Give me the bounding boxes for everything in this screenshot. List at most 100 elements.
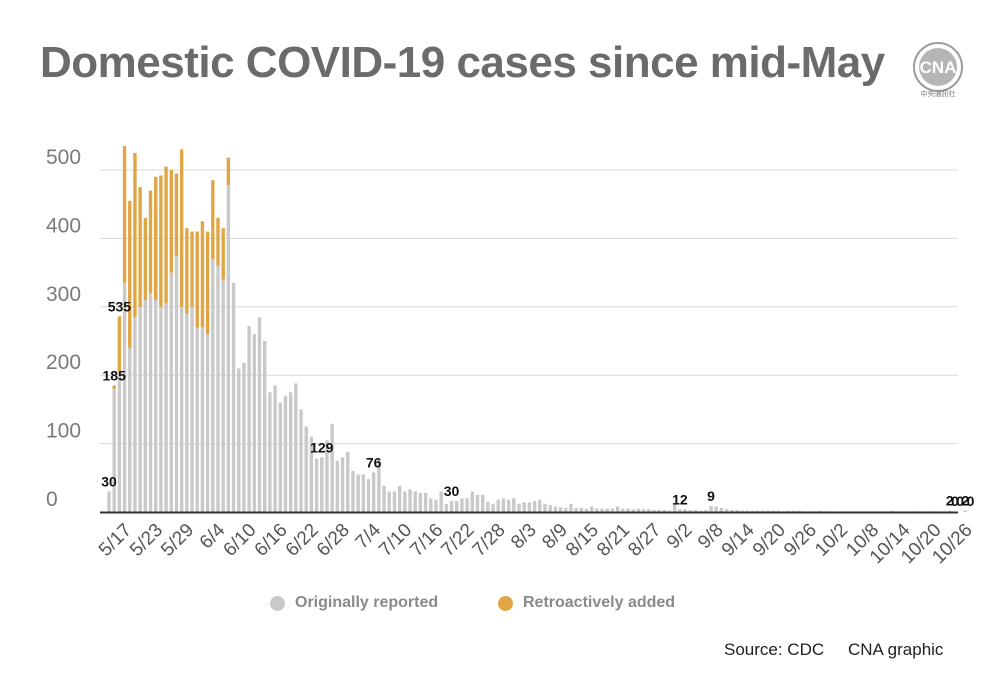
data-label: 129 — [310, 439, 334, 455]
bar-original — [221, 279, 225, 512]
bar-original — [569, 503, 573, 512]
bar-original — [231, 282, 236, 512]
bar-original — [252, 334, 257, 512]
y-tick-label: 500 — [46, 146, 81, 169]
bar-retro — [200, 221, 205, 328]
bar-original — [491, 503, 495, 512]
bar-original — [538, 499, 542, 512]
x-tick-label: 5/23 — [126, 520, 167, 561]
bar-original — [299, 409, 303, 512]
data-label: 30 — [444, 483, 460, 499]
bar-retro — [195, 231, 199, 328]
bar-original — [470, 491, 474, 512]
bar-original — [133, 317, 137, 512]
gridlines — [100, 169, 958, 445]
y-tick-label: 400 — [46, 214, 81, 237]
bar-original — [776, 510, 781, 512]
bar-original — [309, 436, 314, 512]
bar-original — [211, 258, 215, 512]
bar-original — [890, 510, 895, 512]
x-tick-label: 8/3 — [507, 520, 541, 554]
bar-original — [543, 503, 547, 512]
y-axis-ticks: 0 100 200 300 400 500 — [46, 146, 81, 511]
data-label: 0 — [967, 493, 975, 509]
x-tick-label: 6/28 — [313, 520, 354, 561]
bar-original — [486, 501, 490, 512]
bar-original — [263, 341, 267, 512]
bar-original — [169, 272, 173, 512]
bar-original — [439, 491, 443, 512]
bar-original — [148, 293, 153, 512]
bar-retro — [190, 231, 194, 307]
logo-text: CNA — [920, 58, 957, 77]
bar-original — [631, 509, 635, 512]
bar-retro — [205, 231, 210, 335]
bar-original — [242, 362, 246, 512]
bar-original — [662, 509, 667, 512]
x-tick-label: 6/16 — [251, 520, 292, 561]
bar-original — [553, 506, 558, 512]
bar-original — [724, 509, 729, 512]
bar-original — [818, 510, 822, 512]
data-label: 12 — [672, 491, 688, 507]
bar-retro — [122, 146, 127, 283]
bar-original — [714, 506, 718, 512]
data-label: 0 — [956, 493, 964, 509]
x-tick-label: 8/21 — [593, 520, 634, 561]
bar-original — [501, 498, 506, 512]
bar-original — [667, 510, 672, 512]
x-tick-label: 6/22 — [282, 520, 323, 561]
x-tick-label: 9/14 — [718, 519, 759, 560]
bar-retro — [148, 190, 153, 294]
bar-retro — [133, 152, 137, 318]
bar-original — [247, 325, 251, 512]
bar-original — [429, 498, 433, 512]
bar-original — [688, 509, 692, 512]
bar-original — [615, 506, 620, 512]
bar-original — [517, 503, 521, 512]
bar-retro — [216, 217, 220, 266]
bar-original — [641, 509, 646, 512]
bar-original — [771, 510, 776, 512]
bar-original — [288, 392, 293, 512]
bar-original — [766, 510, 770, 512]
bar-retro — [164, 166, 168, 304]
bar-original — [787, 510, 791, 512]
bar-original — [159, 306, 163, 512]
bar-original — [351, 470, 355, 512]
bar-original — [257, 317, 262, 512]
bar-original — [371, 472, 376, 512]
bar-original — [496, 499, 500, 512]
legend-item-retro: Retroactively added — [498, 594, 675, 612]
bar-original — [963, 510, 968, 512]
data-label: 2 — [961, 493, 969, 509]
bar-original — [756, 510, 760, 512]
bar-retro — [174, 173, 179, 256]
bar-original — [719, 507, 724, 512]
bar-retro — [221, 228, 225, 280]
bar-original — [283, 395, 288, 512]
bar-original — [605, 508, 609, 512]
x-tick-label: 5/29 — [157, 520, 198, 561]
bar-original — [320, 457, 324, 512]
x-tick-label: 9/2 — [663, 520, 697, 554]
bar-original — [164, 303, 168, 512]
bar-original — [465, 498, 469, 512]
bar-retro — [159, 175, 163, 307]
bar-original — [216, 265, 220, 512]
y-tick-label: 200 — [46, 351, 81, 374]
bar-original — [558, 507, 563, 512]
legend-swatch-original — [270, 595, 285, 611]
bar-original — [268, 392, 272, 512]
cna-logo-icon: CNA 中央通訊社 — [913, 42, 963, 98]
x-tick-label: 6/10 — [220, 520, 261, 561]
bar-original — [522, 502, 526, 512]
data-label: 2 — [946, 493, 954, 509]
bar-original — [356, 474, 360, 512]
bar-original — [693, 509, 698, 512]
bar-retro — [138, 187, 142, 307]
bar-retro — [211, 180, 215, 259]
bar-original — [408, 489, 412, 512]
bar-original — [392, 491, 397, 512]
bar-original — [185, 313, 189, 512]
